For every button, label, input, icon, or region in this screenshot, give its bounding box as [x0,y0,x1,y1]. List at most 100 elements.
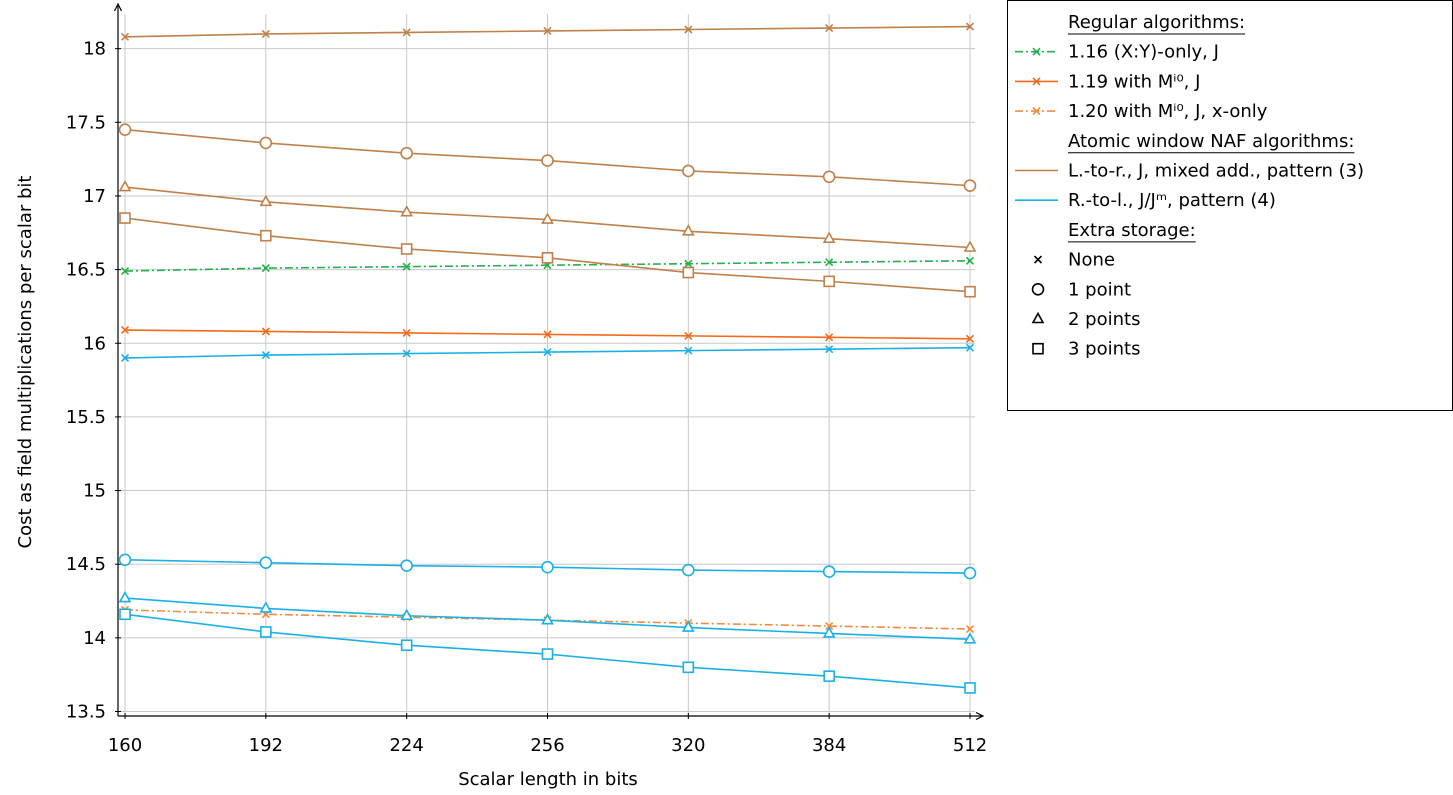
legend-heading-atomic: Atomic window NAF algorithms: [1068,131,1354,152]
data-point [541,154,554,167]
y-tick-labels: 13.5 14 14.5 15 15.5 16 16.5 17 17.5 18 [66,39,106,723]
data-point [543,26,552,36]
legend-marker [1032,47,1041,56]
data-point [822,170,836,184]
data-point [261,350,270,360]
data-point [822,565,836,578]
data-point [119,212,131,224]
data-point [261,264,270,273]
data-point [543,348,552,357]
y-tick-label: 15 [83,481,106,502]
axes [113,2,985,721]
data-point [402,262,411,271]
data-point [823,275,835,288]
data-point [823,670,835,682]
series-1 [120,325,975,343]
data-point [261,327,270,336]
data-point [118,553,132,567]
y-tick-label: 17.5 [66,112,106,133]
grid [120,14,975,716]
data-point [120,325,130,335]
legend-label: 1.19 with Mⁱ⁰, J [1068,71,1200,92]
data-point [541,212,554,224]
data-point [965,343,975,352]
data-point [682,661,695,674]
y-tick-label: 16 [83,333,106,354]
data-point [400,243,413,255]
data-point [681,620,695,632]
data-point [260,229,272,242]
data-point [682,563,695,577]
data-point [259,194,273,207]
series-6 [119,212,976,298]
data-point [963,240,977,252]
data-point [543,330,552,339]
data-point [965,624,975,634]
data-point [541,613,554,625]
series-8 [118,553,977,580]
data-point [963,566,977,580]
data-point [825,622,834,631]
y-tick-label: 14 [83,628,106,649]
data-point [963,179,977,192]
data-point [681,224,695,236]
legend-marker [1032,342,1044,355]
legend-label: 1.16 (X:Y)-only, J [1068,42,1219,63]
data-point [259,556,273,570]
legend-marker [1031,282,1045,296]
legend-label: 1 point [1068,279,1131,300]
data-point [120,267,130,276]
data-point [682,164,695,178]
legend-box [1007,0,1453,411]
data-point [259,601,273,613]
data-point [402,349,411,358]
y-tick-label: 18 [83,39,106,60]
data-point [825,345,834,354]
data-point [120,32,130,41]
data-point [400,608,414,621]
series-10 [119,608,976,694]
series-7 [120,343,975,363]
data-point [965,334,975,343]
legend-label: 3 points [1068,339,1140,360]
data-point [118,179,132,192]
series-5 [118,179,977,252]
x-axis-label: Scalar length in bits [458,769,638,790]
x-tick-label: 256 [530,735,564,756]
y-tick-label: 14.5 [66,554,106,575]
data-point [964,285,976,298]
data-point [825,23,834,33]
legend: Regular algorithms: 1.16 (X:Y)-only, J 1.1… [1007,0,1453,411]
legend-heading-storage: Extra storage: [1068,220,1196,241]
x-tick-label: 192 [249,735,283,756]
y-tick-label: 13.5 [66,702,106,723]
data-point [261,29,270,38]
y-tick-label: 15.5 [66,407,106,428]
data-point [684,331,693,340]
x-axis-arrow [975,711,985,721]
data-point [965,22,975,31]
x-tick-label: 320 [671,735,705,756]
data-point [963,632,977,644]
legend-label: 2 points [1068,309,1140,330]
y-tick-label: 16.5 [66,260,106,281]
legend-label: None [1068,250,1115,271]
y-axis-label: Cost as field multiplications per scalar… [15,176,36,549]
data-point [684,259,693,268]
data-point [541,560,554,574]
data-point [400,639,413,652]
series-4 [118,123,977,192]
legend-marker [1033,255,1043,264]
data-point [541,648,554,660]
data-point [400,559,413,572]
data-point [541,252,554,264]
x-tick-label: 160 [108,735,142,756]
y-tick-label: 17 [83,186,106,207]
legend-marker [1032,107,1041,116]
data-point [120,353,130,363]
data-point [118,123,132,136]
data-point [684,25,693,34]
data-point [402,28,411,37]
y-axis-arrow [113,2,123,12]
